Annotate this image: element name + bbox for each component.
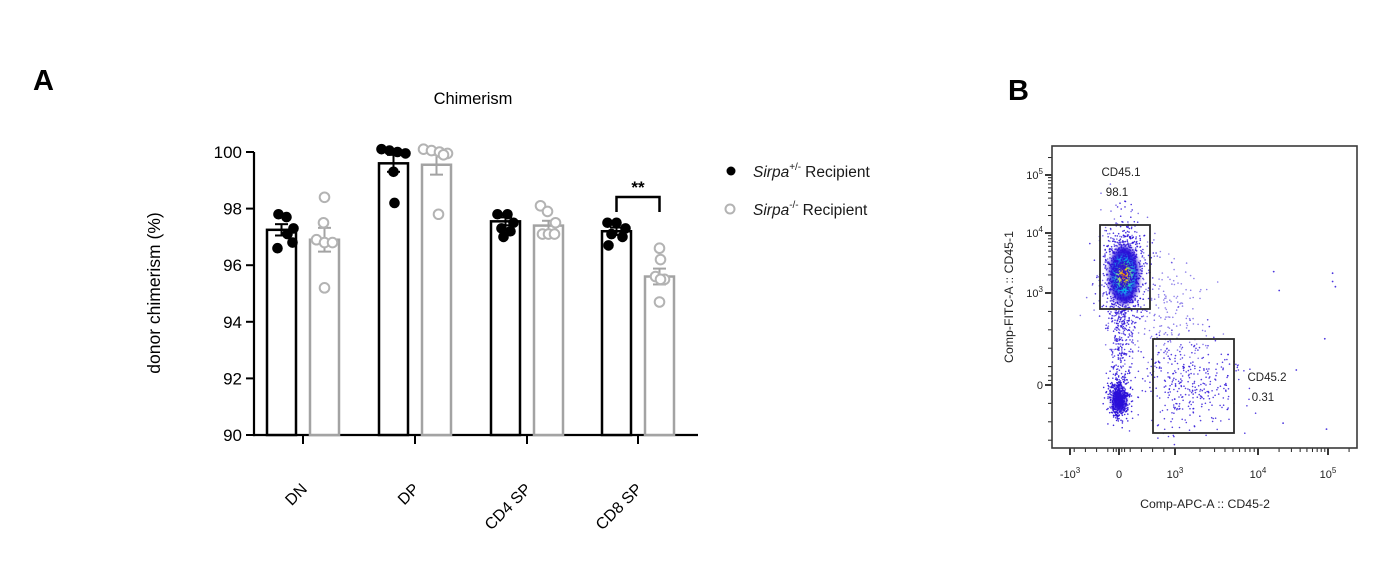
legend-item-1: Sirpa+/- Recipient	[753, 162, 870, 181]
y-axis-label: donor chimerism (%)	[144, 212, 164, 373]
category-label: CD8 SP	[593, 481, 646, 534]
data-point	[606, 228, 617, 240]
bar	[265, 228, 298, 437]
flow-x-axis-label: Comp-APC-A :: CD45-2	[1140, 497, 1270, 511]
data-point	[541, 205, 554, 218]
data-point	[281, 211, 292, 223]
significance-bracket: **	[615, 178, 661, 212]
data-point	[549, 216, 562, 229]
bar	[489, 220, 522, 437]
flow-y-tick-label: 103	[1026, 285, 1043, 300]
data-point	[505, 225, 516, 237]
data-point	[318, 282, 331, 294]
flow-x-tick-label: 105	[1320, 466, 1337, 481]
data-point	[492, 208, 503, 220]
data-point	[318, 191, 331, 204]
flow-x-tick-label: -103	[1060, 466, 1081, 481]
data-point	[326, 236, 339, 249]
y-tick-label: 98	[223, 200, 242, 219]
bar	[600, 229, 633, 437]
data-point	[496, 223, 507, 234]
y-tick-label: 92	[223, 369, 242, 388]
data-point	[389, 197, 400, 209]
data-point	[548, 228, 561, 240]
legend-marker-filled	[726, 166, 736, 176]
data-point	[617, 231, 628, 243]
category-label: CD4 SP	[482, 481, 535, 534]
data-point	[611, 217, 622, 229]
data-point	[653, 296, 666, 308]
y-tick-label: 90	[223, 426, 242, 445]
flow-y-tick-label: 104	[1026, 225, 1043, 240]
data-point	[502, 208, 513, 220]
data-point	[653, 242, 666, 255]
data-point	[498, 231, 509, 243]
flow-x-tick-label: 0	[1116, 469, 1122, 481]
data-point	[432, 208, 445, 221]
data-point	[437, 149, 450, 161]
chart-title: Chimerism	[434, 90, 513, 108]
bar	[643, 275, 676, 437]
legend-marker-open	[724, 203, 736, 215]
y-tick-label: 100	[214, 143, 242, 162]
gate-cd45-1-value: 98.1	[1106, 187, 1128, 199]
flow-plot-axes: -103 0 103 104 105 105 104 103 0	[1026, 157, 1350, 481]
legend-item-2: Sirpa-/- Recipient	[753, 200, 868, 219]
data-point	[602, 217, 613, 229]
data-point	[654, 273, 667, 286]
flow-plot-frame	[1051, 145, 1358, 449]
category-label: DN	[282, 481, 310, 509]
data-point	[287, 237, 298, 248]
flow-y-tick-label: 0	[1037, 380, 1043, 392]
data-point	[282, 228, 293, 240]
flow-x-tick-label: 104	[1250, 466, 1267, 481]
gate-cd45-2	[1152, 338, 1235, 434]
data-point	[272, 242, 283, 254]
flow-y-axis-label: Comp-FITC-A :: CD45-1	[1002, 231, 1016, 363]
data-point	[400, 148, 411, 159]
panel-a-label: A	[33, 65, 54, 97]
bar-chart: 90 92 94 96 98 100 DN DP CD4 SP CD8 SP	[214, 143, 698, 534]
bar	[377, 162, 410, 437]
data-point	[603, 240, 614, 251]
flow-x-tick-label: 103	[1167, 466, 1184, 481]
flow-scatter-points	[1079, 183, 1337, 446]
y-tick-label: 96	[223, 256, 242, 275]
bar	[308, 238, 341, 437]
category-label: DP	[395, 481, 423, 509]
gate-cd45-1	[1099, 224, 1151, 310]
significance-stars: **	[631, 178, 645, 197]
bar	[420, 163, 453, 437]
gate-cd45-2-name: CD45.2	[1248, 372, 1287, 384]
flow-y-tick-label: 105	[1026, 167, 1043, 182]
chart-legend: Sirpa+/- Recipient Sirpa-/- Recipient	[724, 162, 870, 219]
data-point	[654, 253, 667, 266]
data-point	[317, 216, 330, 229]
panel-b-label: B	[1008, 75, 1029, 107]
gate-cd45-2-value: 0.31	[1252, 392, 1274, 404]
gate-cd45-1-name: CD45.1	[1102, 167, 1141, 179]
data-point	[388, 166, 399, 178]
bar	[532, 224, 565, 437]
y-tick-label: 94	[223, 313, 242, 332]
